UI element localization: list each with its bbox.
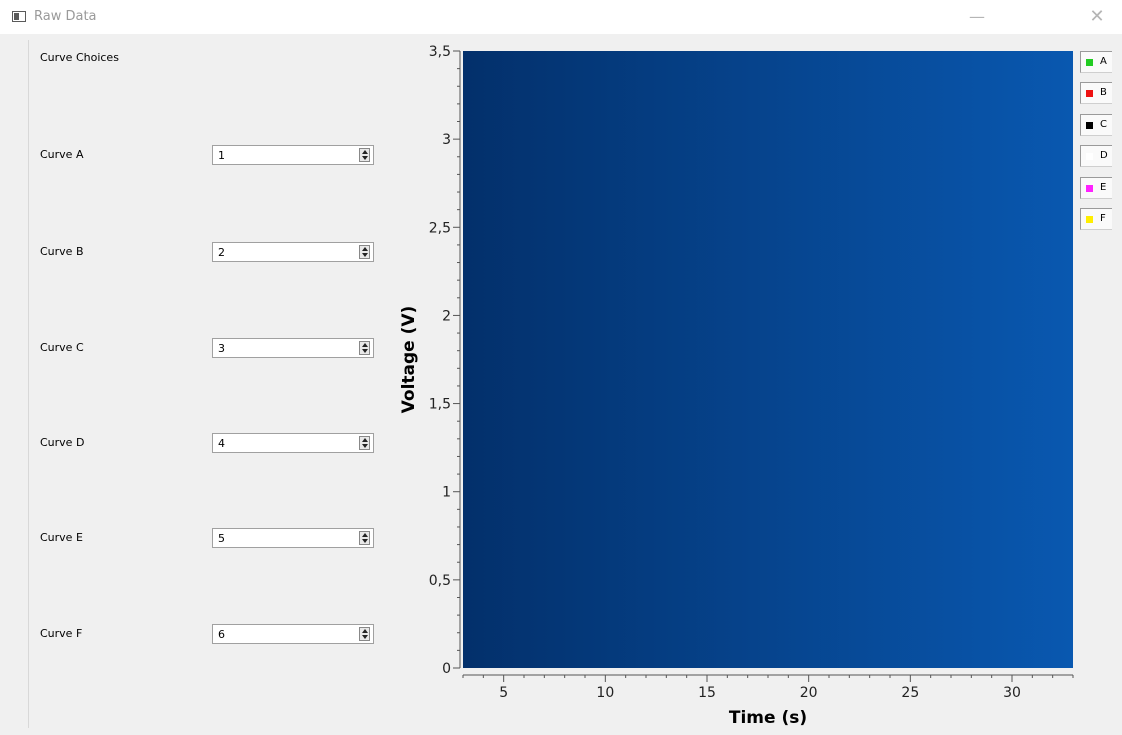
curve-a-label: Curve A	[40, 148, 84, 161]
curve-b-label: Curve B	[40, 245, 84, 258]
curve-f-label: Curve F	[40, 627, 83, 640]
curve-d-label: Curve D	[40, 436, 85, 449]
curve-d-spinbox[interactable]: 4	[212, 433, 374, 453]
legend-swatch-d	[1086, 153, 1093, 160]
curve-f-spinbox[interactable]: 6	[212, 624, 374, 644]
curve-c-spinbox[interactable]: 3	[212, 338, 374, 358]
y-tick-label: 2,5	[429, 220, 451, 236]
app-window-icon	[12, 11, 26, 22]
curve-e-spinbox[interactable]: 5	[212, 528, 374, 548]
y-axis-title: Voltage (V)	[399, 306, 419, 414]
spin-arrows-icon[interactable]	[359, 436, 370, 450]
legend-toggle-b[interactable]: B	[1080, 82, 1112, 104]
plot-area[interactable]	[463, 51, 1073, 668]
x-tick-label: 20	[800, 685, 818, 701]
left-panel-border	[28, 40, 29, 728]
x-tick-label: 30	[1003, 685, 1021, 701]
minimize-button[interactable]: —	[969, 7, 985, 26]
legend-toggle-a[interactable]: A	[1080, 51, 1112, 73]
legend-swatch-f	[1086, 216, 1093, 223]
y-tick-label: 1	[442, 485, 451, 501]
title-bar: Raw Data — ✕	[0, 0, 1122, 34]
y-tick-label: 1,5	[429, 397, 451, 413]
legend-swatch-c	[1086, 122, 1093, 129]
curve-e-label: Curve E	[40, 531, 83, 544]
legend-label-a: A	[1100, 56, 1107, 67]
spin-arrows-icon[interactable]	[359, 245, 370, 259]
curve-b-spinbox[interactable]: 2	[212, 242, 374, 262]
y-tick-label: 3,5	[429, 44, 451, 60]
spinbox-value: 2	[218, 246, 225, 259]
y-tick-label: 0	[442, 661, 451, 677]
legend-toggle-c[interactable]: C	[1080, 114, 1112, 136]
legend-label-e: E	[1100, 182, 1107, 193]
legend-label-d: D	[1100, 150, 1108, 161]
spinbox-value: 6	[218, 628, 225, 641]
x-axis: 5 10 15 20 25 30	[462, 674, 1074, 701]
spinbox-value: 1	[218, 149, 225, 162]
curve-choices-title: Curve Choices	[40, 51, 119, 64]
spinbox-value: 3	[218, 342, 225, 355]
legend-swatch-a	[1086, 59, 1093, 66]
spin-arrows-icon[interactable]	[359, 148, 370, 162]
legend-swatch-e	[1086, 185, 1093, 192]
x-tick-label: 5	[499, 685, 508, 701]
x-tick-label: 25	[901, 685, 919, 701]
legend-swatch-b	[1086, 90, 1093, 97]
y-tick-label: 2	[442, 308, 451, 324]
legend-label-f: F	[1100, 213, 1106, 224]
x-tick-label: 15	[698, 685, 716, 701]
legend-toggle-e[interactable]: E	[1080, 177, 1112, 199]
spin-arrows-icon[interactable]	[359, 341, 370, 355]
legend-toggle-f[interactable]: F	[1080, 208, 1112, 230]
curve-a-spinbox[interactable]: 1	[212, 145, 374, 165]
curve-c-label: Curve C	[40, 341, 84, 354]
spin-arrows-icon[interactable]	[359, 627, 370, 641]
x-axis-title: Time (s)	[729, 708, 807, 728]
y-axis: 0 0,5 1 1,5 2 2,5 3 3,5	[429, 44, 461, 677]
spinbox-value: 5	[218, 532, 225, 545]
y-tick-label: 0,5	[429, 573, 451, 589]
spin-arrows-icon[interactable]	[359, 531, 370, 545]
close-button[interactable]: ✕	[1089, 6, 1105, 27]
legend-label-b: B	[1100, 87, 1107, 98]
x-tick-label: 10	[596, 685, 614, 701]
window-title: Raw Data	[34, 9, 97, 24]
legend-toggle-d[interactable]: D	[1080, 145, 1112, 167]
y-tick-label: 3	[442, 132, 451, 148]
legend-label-c: C	[1100, 119, 1107, 130]
spinbox-value: 4	[218, 437, 225, 450]
